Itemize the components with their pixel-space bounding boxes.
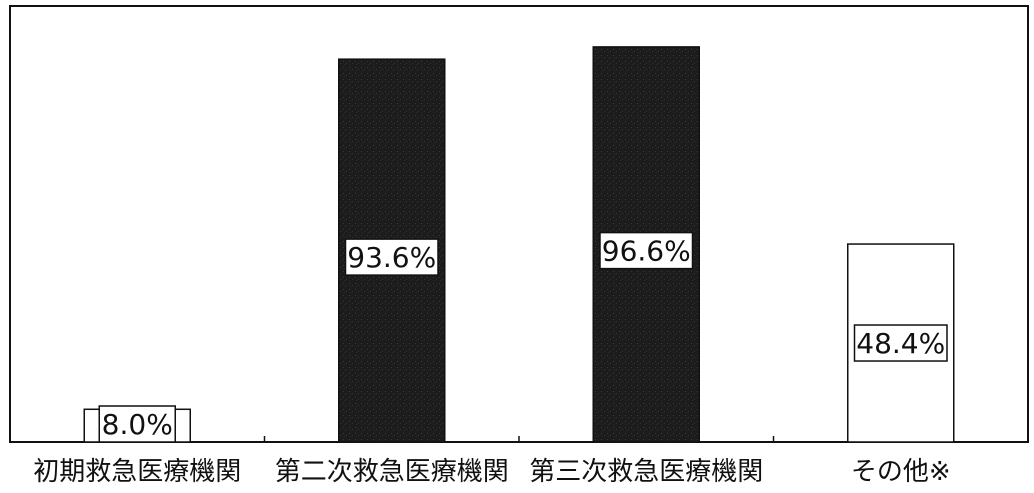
category-label: 第二次救急医療機関 bbox=[275, 457, 509, 487]
value-label: 93.6% bbox=[347, 241, 436, 274]
value-label: 96.6% bbox=[602, 235, 691, 268]
category-label: その他※ bbox=[851, 457, 951, 487]
category-label: 第三次救急医療機関 bbox=[529, 457, 763, 487]
value-label: 48.4% bbox=[856, 327, 945, 360]
value-label-box bbox=[853, 324, 948, 362]
value-label-box bbox=[98, 405, 176, 443]
value-label: 8.0% bbox=[102, 408, 173, 441]
category-label: 初期救急医療機関 bbox=[33, 457, 241, 487]
value-label-box bbox=[599, 231, 694, 270]
value-label-box bbox=[344, 238, 439, 276]
